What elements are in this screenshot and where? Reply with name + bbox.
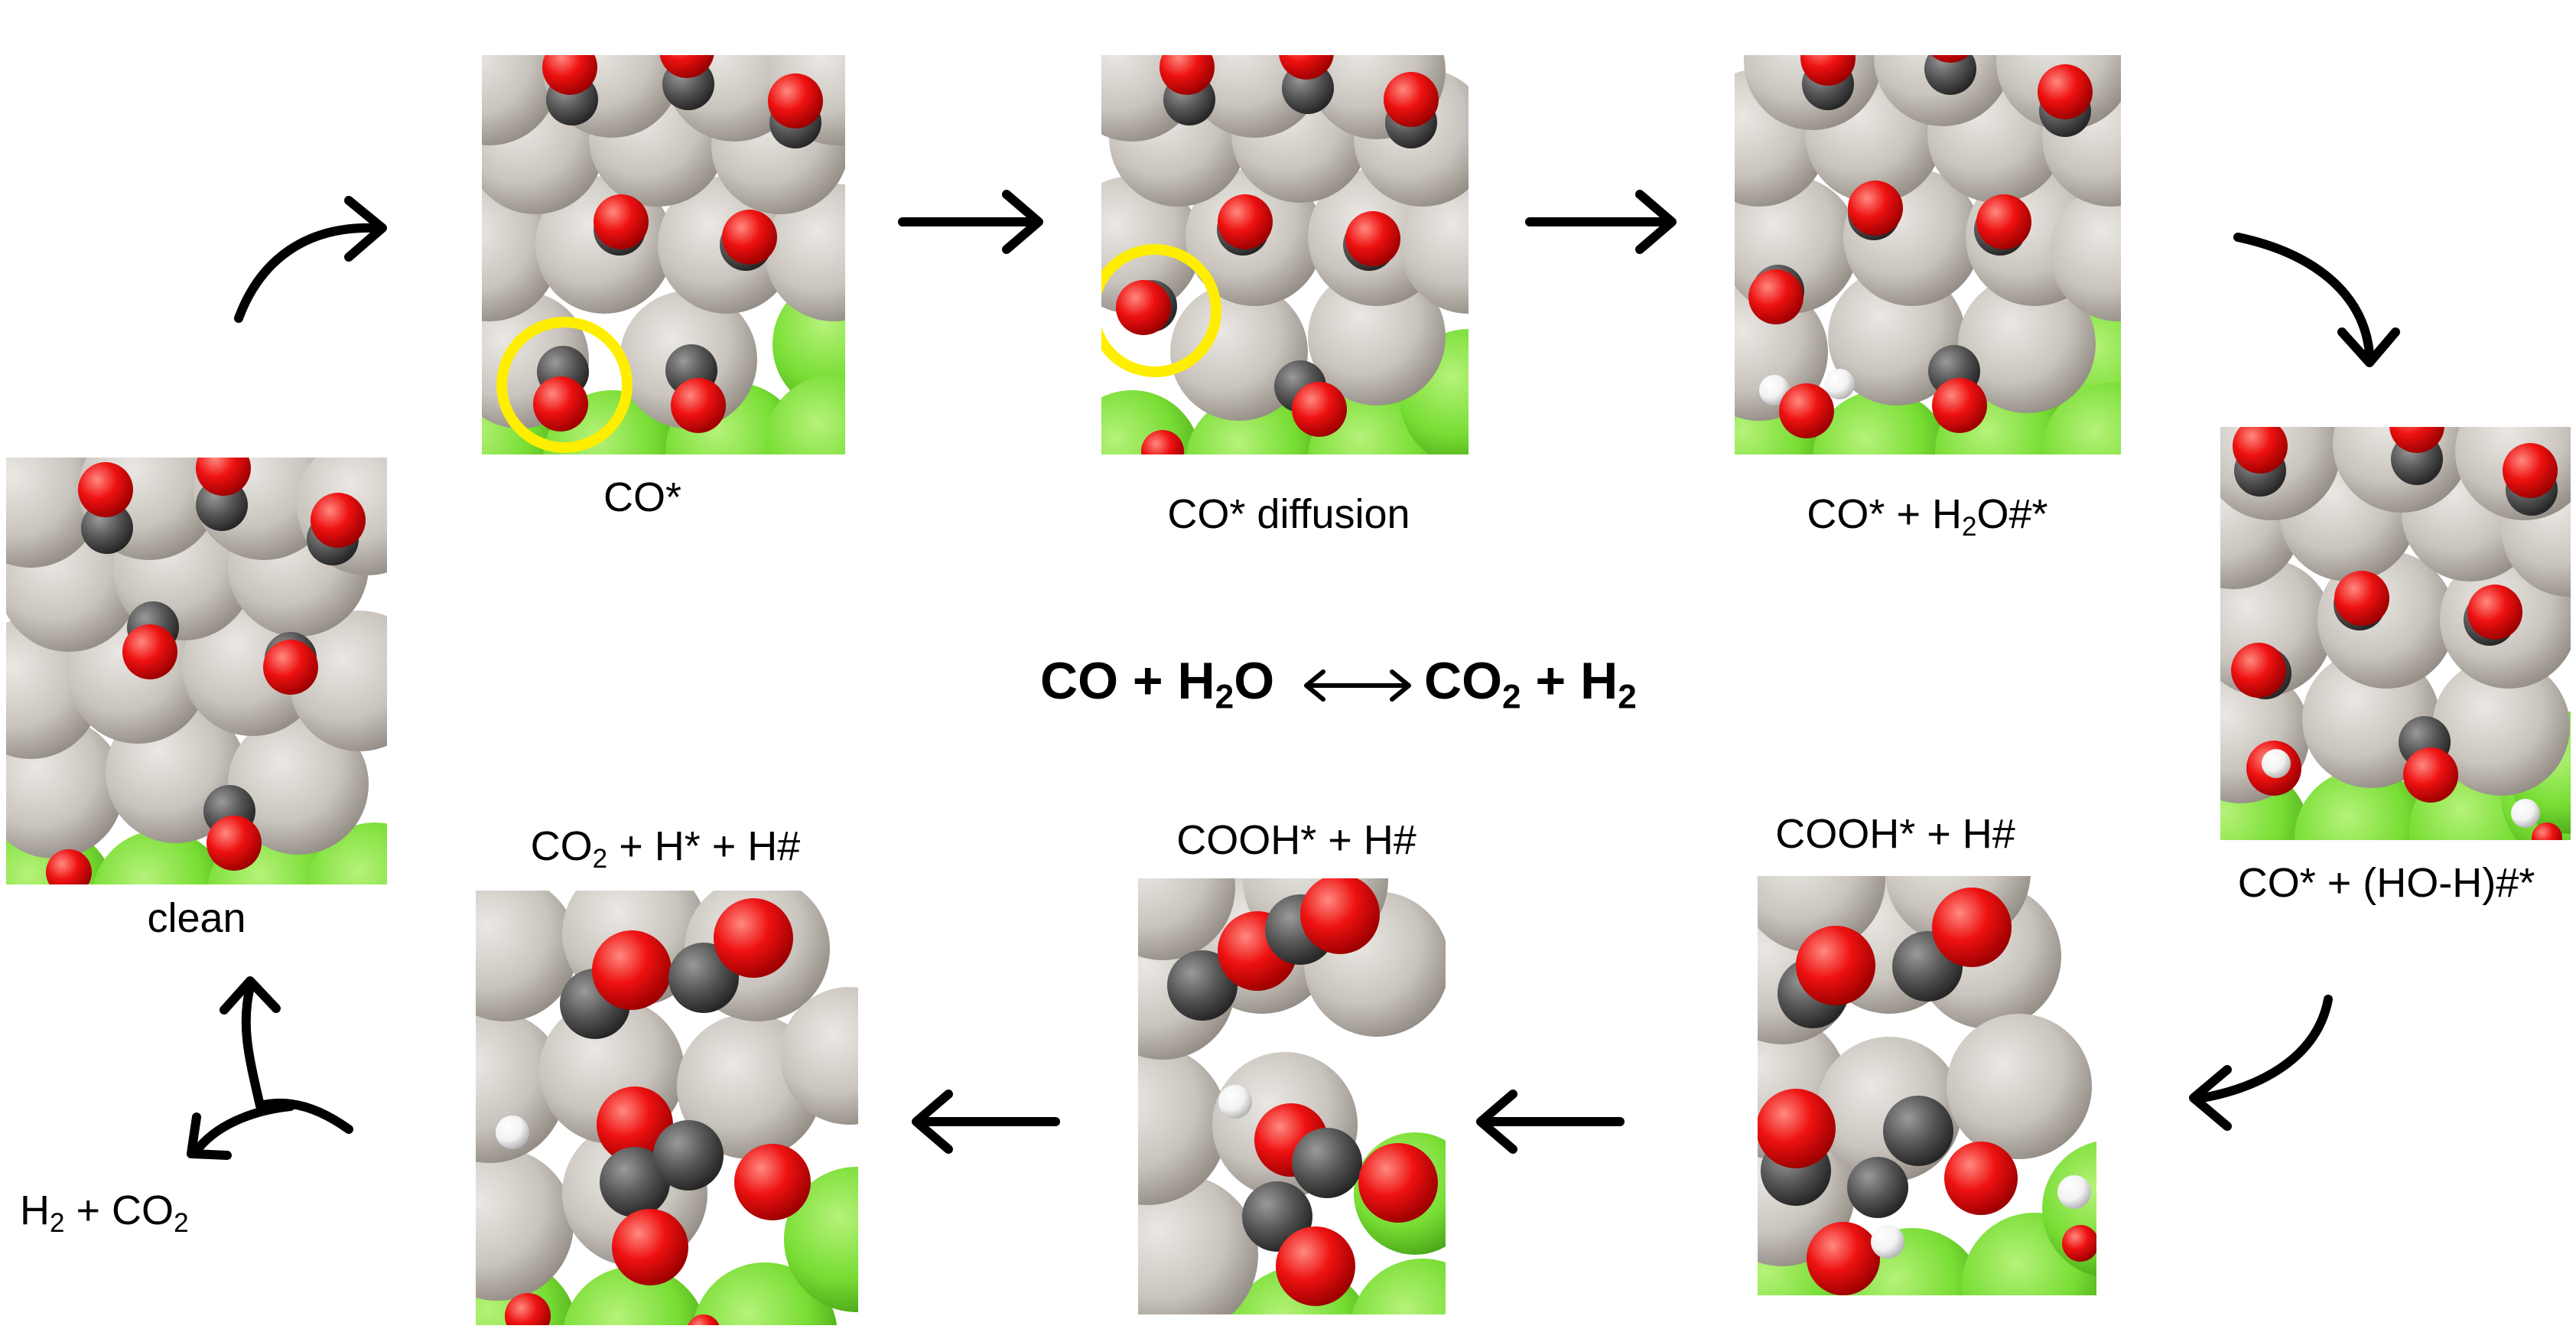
label-clean: clean	[147, 895, 246, 941]
adsorbates	[496, 898, 811, 1325]
reaction-arrows	[187, 190, 2400, 1160]
adsorbates	[1116, 55, 1439, 454]
label-co2-h-h: CO2 + H* + H#	[530, 823, 801, 874]
label-co-ho-h: CO* + (HO-H)#*	[2237, 860, 2535, 906]
adsorbates	[533, 55, 823, 433]
highlight-ring	[1101, 244, 1221, 377]
arrow-clean-to-co	[234, 196, 387, 323]
structure-co-h2o	[1735, 55, 2121, 454]
adsorbates	[1748, 55, 2093, 438]
label-cooh-right: COOH* + H#	[1775, 811, 2015, 857]
label-co-diffusion: CO* diffusion	[1167, 491, 1410, 537]
arrow-cooh-to-co2	[912, 1090, 1060, 1154]
structure-cooh-right	[1758, 876, 2096, 1295]
equation-products: CO2 + H2	[1424, 652, 1637, 716]
arrow-hoh-to-cooh	[2189, 995, 2333, 1131]
adsorbates	[2231, 427, 2562, 840]
label-products: H2 + CO2	[20, 1187, 189, 1238]
structure-cooh-middle	[1138, 878, 1446, 1314]
arrow-desorption-split	[187, 976, 353, 1160]
arrow-h2o-to-hoh	[2233, 233, 2400, 367]
arrow-diffusion-to-h2o	[1525, 190, 1677, 254]
metal-atoms	[1138, 878, 1446, 1314]
label-co-h2o: CO* + H2O#*	[1807, 491, 2048, 542]
structure-co2-h-h	[476, 891, 858, 1325]
highlight-ring	[496, 317, 633, 453]
arrow-cooh-to-cooh	[1476, 1090, 1625, 1154]
adsorbates	[46, 458, 366, 884]
structure-co-diffusion	[1101, 55, 1469, 454]
adsorbates	[1758, 888, 2096, 1295]
equilibrium-arrow	[1304, 669, 1411, 702]
adsorbates	[1167, 878, 1438, 1306]
structure-co-adsorbed	[482, 55, 845, 454]
equation-reactants: CO + H2O	[1040, 652, 1275, 716]
structure-clean	[6, 458, 387, 884]
label-cooh-middle: COOH* + H#	[1176, 817, 1416, 863]
label-co-adsorbed: CO*	[603, 474, 681, 520]
arrow-co-to-diffusion	[898, 190, 1043, 254]
structure-co-ho-h	[2220, 427, 2571, 840]
metal-atoms	[1101, 55, 1469, 421]
